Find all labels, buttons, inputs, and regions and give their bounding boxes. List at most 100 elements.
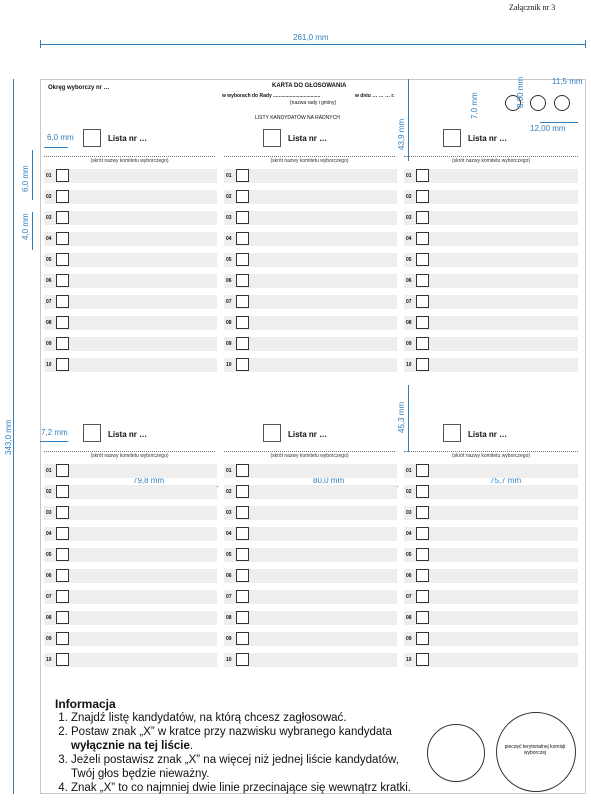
candidate-number: 09 (226, 636, 232, 642)
candidate-checkbox[interactable] (56, 190, 69, 203)
candidate-row (224, 485, 397, 499)
candidate-number: 10 (46, 657, 52, 663)
candidate-number: 04 (226, 236, 232, 242)
candidate-checkbox[interactable] (236, 527, 249, 540)
candidate-checkbox[interactable] (236, 358, 249, 371)
candidate-checkbox[interactable] (236, 295, 249, 308)
candidate-checkbox[interactable] (236, 506, 249, 519)
candidate-checkbox[interactable] (56, 253, 69, 266)
list-box-top-1[interactable] (83, 129, 101, 147)
list-box-top-3[interactable] (443, 129, 461, 147)
candidate-row (44, 464, 217, 478)
candidate-number: 07 (406, 594, 412, 600)
candidate-row (44, 653, 217, 667)
candidate-row (44, 232, 217, 246)
committee-note-top-1: (skrót nazwy komitetu wyborczego) (90, 158, 169, 164)
candidate-checkbox[interactable] (236, 190, 249, 203)
candidate-checkbox[interactable] (56, 295, 69, 308)
election-line-a: w wyborach do Rady .....................… (222, 93, 321, 99)
candidate-checkbox[interactable] (236, 211, 249, 224)
candidate-checkbox[interactable] (236, 632, 249, 645)
candidate-checkbox[interactable] (416, 253, 429, 266)
candidate-checkbox[interactable] (416, 211, 429, 224)
candidate-number: 01 (46, 173, 52, 179)
candidate-checkbox[interactable] (236, 274, 249, 287)
candidate-checkbox[interactable] (416, 632, 429, 645)
candidate-checkbox[interactable] (56, 569, 69, 582)
candidate-checkbox[interactable] (416, 337, 429, 350)
candidate-checkbox[interactable] (416, 506, 429, 519)
candidate-checkbox[interactable] (236, 169, 249, 182)
candidate-checkbox[interactable] (236, 485, 249, 498)
candidate-checkbox[interactable] (236, 464, 249, 477)
candidate-checkbox[interactable] (416, 611, 429, 624)
candidate-row (44, 548, 217, 562)
candidate-checkbox[interactable] (236, 611, 249, 624)
candidate-checkbox[interactable] (416, 358, 429, 371)
header-height-top-line (408, 79, 409, 161)
candidate-checkbox[interactable] (236, 253, 249, 266)
candidate-checkbox[interactable] (236, 569, 249, 582)
candidate-checkbox[interactable] (416, 464, 429, 477)
candidate-number: 08 (406, 615, 412, 621)
candidate-checkbox[interactable] (416, 274, 429, 287)
candidate-checkbox[interactable] (56, 358, 69, 371)
info-item-4: Znak „X” to co najmniej dwie linie przec… (71, 781, 425, 795)
candidate-checkbox[interactable] (236, 232, 249, 245)
candidate-checkbox[interactable] (56, 611, 69, 624)
candidate-checkbox[interactable] (236, 337, 249, 350)
candidate-checkbox[interactable] (416, 232, 429, 245)
candidate-checkbox[interactable] (56, 316, 69, 329)
candidate-checkbox[interactable] (416, 485, 429, 498)
candidate-checkbox[interactable] (56, 590, 69, 603)
candidate-checkbox[interactable] (56, 632, 69, 645)
candidate-checkbox[interactable] (56, 527, 69, 540)
candidate-checkbox[interactable] (56, 464, 69, 477)
candidate-checkbox[interactable] (416, 295, 429, 308)
candidate-checkbox[interactable] (416, 653, 429, 666)
candidate-checkbox[interactable] (56, 548, 69, 561)
info-item-2-text: Postaw znak „X” w kratce przy nazwisku w… (71, 726, 392, 738)
candidate-checkbox[interactable] (56, 274, 69, 287)
candidate-checkbox[interactable] (56, 506, 69, 519)
list-box-bottom-3[interactable] (443, 424, 461, 442)
candidate-row (404, 211, 578, 225)
candidate-row (404, 569, 578, 583)
ballot-title: KARTA DO GŁOSOWANIA (272, 83, 347, 89)
candidate-checkbox[interactable] (416, 569, 429, 582)
candidate-checkbox[interactable] (236, 590, 249, 603)
candidate-checkbox[interactable] (416, 316, 429, 329)
committee-note-top-2: (skrót nazwy komitetu wyborczego) (270, 158, 349, 164)
candidate-row (224, 274, 397, 288)
candidate-row (44, 316, 217, 330)
candidate-checkbox[interactable] (416, 169, 429, 182)
list-box-bottom-1[interactable] (83, 424, 101, 442)
candidate-checkbox[interactable] (56, 232, 69, 245)
candidate-checkbox[interactable] (56, 337, 69, 350)
candidate-checkbox[interactable] (56, 169, 69, 182)
candidate-checkbox[interactable] (416, 527, 429, 540)
candidate-checkbox[interactable] (236, 653, 249, 666)
candidate-checkbox[interactable] (416, 548, 429, 561)
candidate-number: 06 (46, 573, 52, 579)
candidate-checkbox[interactable] (236, 548, 249, 561)
candidate-row (44, 274, 217, 288)
candidate-number: 09 (226, 341, 232, 347)
candidate-checkbox[interactable] (56, 653, 69, 666)
candidate-row (224, 295, 397, 309)
candidate-number: 10 (226, 362, 232, 368)
list-box-top-2[interactable] (263, 129, 281, 147)
candidate-row (224, 316, 397, 330)
candidate-checkbox[interactable] (416, 190, 429, 203)
list-box-bottom-2[interactable] (263, 424, 281, 442)
candidate-checkbox[interactable] (56, 211, 69, 224)
info-item-1: Znajdź listę kandydatów, na którą chcesz… (71, 711, 425, 725)
candidate-checkbox[interactable] (236, 316, 249, 329)
committee-note-bottom-1: (skrót nazwy komitetu wyborczego) (90, 453, 169, 459)
candidate-number: 04 (406, 236, 412, 242)
list-label-bottom-2: Lista nr … (288, 430, 328, 439)
council-note: (nazwa rady i gminy) (290, 100, 337, 106)
candidate-checkbox[interactable] (416, 590, 429, 603)
candidate-row (44, 506, 217, 520)
candidate-checkbox[interactable] (56, 485, 69, 498)
